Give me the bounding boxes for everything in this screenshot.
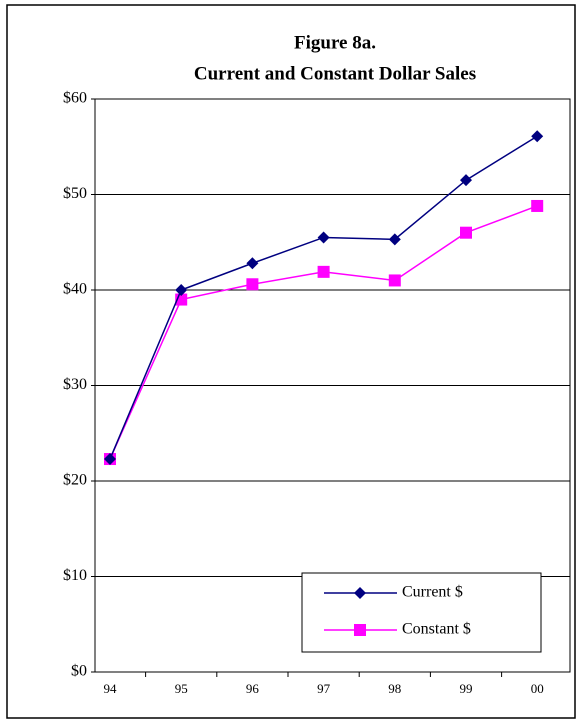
legend-label: Constant $ — [402, 621, 471, 638]
chart-title: Figure 8a. — [294, 32, 376, 53]
chart-title: Current and Constant Dollar Sales — [194, 63, 476, 84]
y-tick-label: $20 — [63, 472, 87, 489]
x-tick-label: 00 — [531, 681, 544, 696]
data-point — [388, 274, 401, 287]
x-tick-label: 98 — [388, 681, 401, 696]
x-tick-label: 96 — [246, 681, 260, 696]
y-tick-label: $50 — [63, 185, 87, 202]
x-tick-label: 99 — [460, 681, 473, 696]
data-point — [531, 199, 544, 212]
data-point — [246, 278, 259, 291]
data-point — [175, 284, 188, 296]
legend — [301, 572, 542, 653]
y-tick-label: $10 — [63, 567, 87, 584]
data-point — [317, 265, 330, 278]
data-point — [104, 453, 116, 466]
x-tick-label: 97 — [317, 681, 331, 696]
data-point — [388, 233, 401, 246]
y-tick-label: $0 — [71, 663, 87, 680]
data-point — [317, 231, 330, 244]
y-tick-label: $40 — [63, 281, 87, 298]
x-tick-label: 94 — [104, 681, 118, 696]
legend-marker — [354, 587, 366, 599]
plot-area — [94, 98, 571, 673]
x-tick-label: 95 — [175, 681, 188, 696]
y-tick-label: $30 — [63, 376, 87, 393]
legend-label: Current $ — [402, 584, 463, 601]
y-tick-label: $60 — [63, 90, 87, 107]
data-point — [460, 226, 472, 239]
legend-marker — [354, 624, 366, 636]
data-point — [531, 130, 544, 143]
data-point — [460, 174, 472, 187]
data-point — [246, 257, 259, 270]
